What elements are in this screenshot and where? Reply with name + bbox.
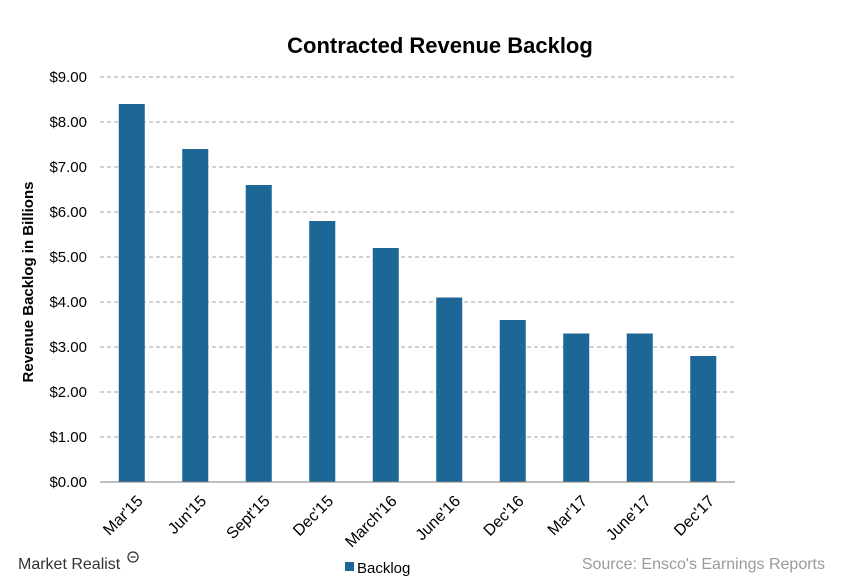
bar (626, 333, 653, 482)
legend: Backlog (345, 560, 410, 577)
bar (690, 356, 717, 482)
x-axis-ticks: Mar'15 Jun'15 Sept'15 Dec'15 March'16 June'16… (100, 493, 718, 551)
bar (436, 297, 463, 482)
y-tick-label: $2.00 (49, 384, 87, 401)
source-note: Source: Ensco's Earnings Reports (582, 556, 825, 573)
x-tick-label: Mar'15 (100, 493, 146, 539)
x-tick-label: June'16 (413, 493, 464, 544)
x-tick-label: June'17 (603, 493, 654, 544)
bars (118, 104, 717, 482)
y-tick-label: $7.00 (49, 159, 87, 176)
bar (309, 221, 336, 482)
bar (118, 104, 145, 482)
x-tick-label: Dec'17 (671, 493, 718, 540)
y-tick-label: $8.00 (49, 114, 87, 131)
bar (245, 185, 272, 482)
x-tick-label: Mar'17 (545, 493, 591, 539)
x-tick-label: Sept'15 (224, 493, 274, 543)
y-axis-label: Revenue Backlog in Billions (20, 182, 37, 383)
bar (563, 333, 590, 482)
market-realist-logo: Market Realist (18, 551, 139, 573)
logo-mark-icon (127, 551, 139, 563)
y-tick-label: $5.00 (49, 249, 87, 266)
x-tick-label: Dec'15 (290, 493, 337, 540)
x-tick-label: Dec'16 (481, 493, 528, 540)
legend-swatch (345, 562, 354, 571)
x-tick-label: Jun'15 (165, 493, 210, 538)
bar (372, 248, 399, 482)
y-tick-label: $1.00 (49, 429, 87, 446)
y-tick-label: $4.00 (49, 294, 87, 311)
bar (182, 149, 209, 482)
legend-label: Backlog (357, 560, 410, 577)
y-tick-label: $6.00 (49, 204, 87, 221)
y-axis-ticks: $0.00 $1.00 $2.00 $3.00 $4.00 $5.00 $6.00 $7.00… (49, 69, 87, 491)
bar (499, 320, 526, 482)
chart-title: Contracted Revenue Backlog (287, 33, 593, 58)
logo-text: Market Realist (18, 556, 121, 573)
y-tick-label: $3.00 (49, 339, 87, 356)
y-tick-label: $0.00 (49, 474, 87, 491)
x-tick-label: March'16 (342, 493, 400, 551)
y-tick-label: $9.00 (49, 69, 87, 86)
